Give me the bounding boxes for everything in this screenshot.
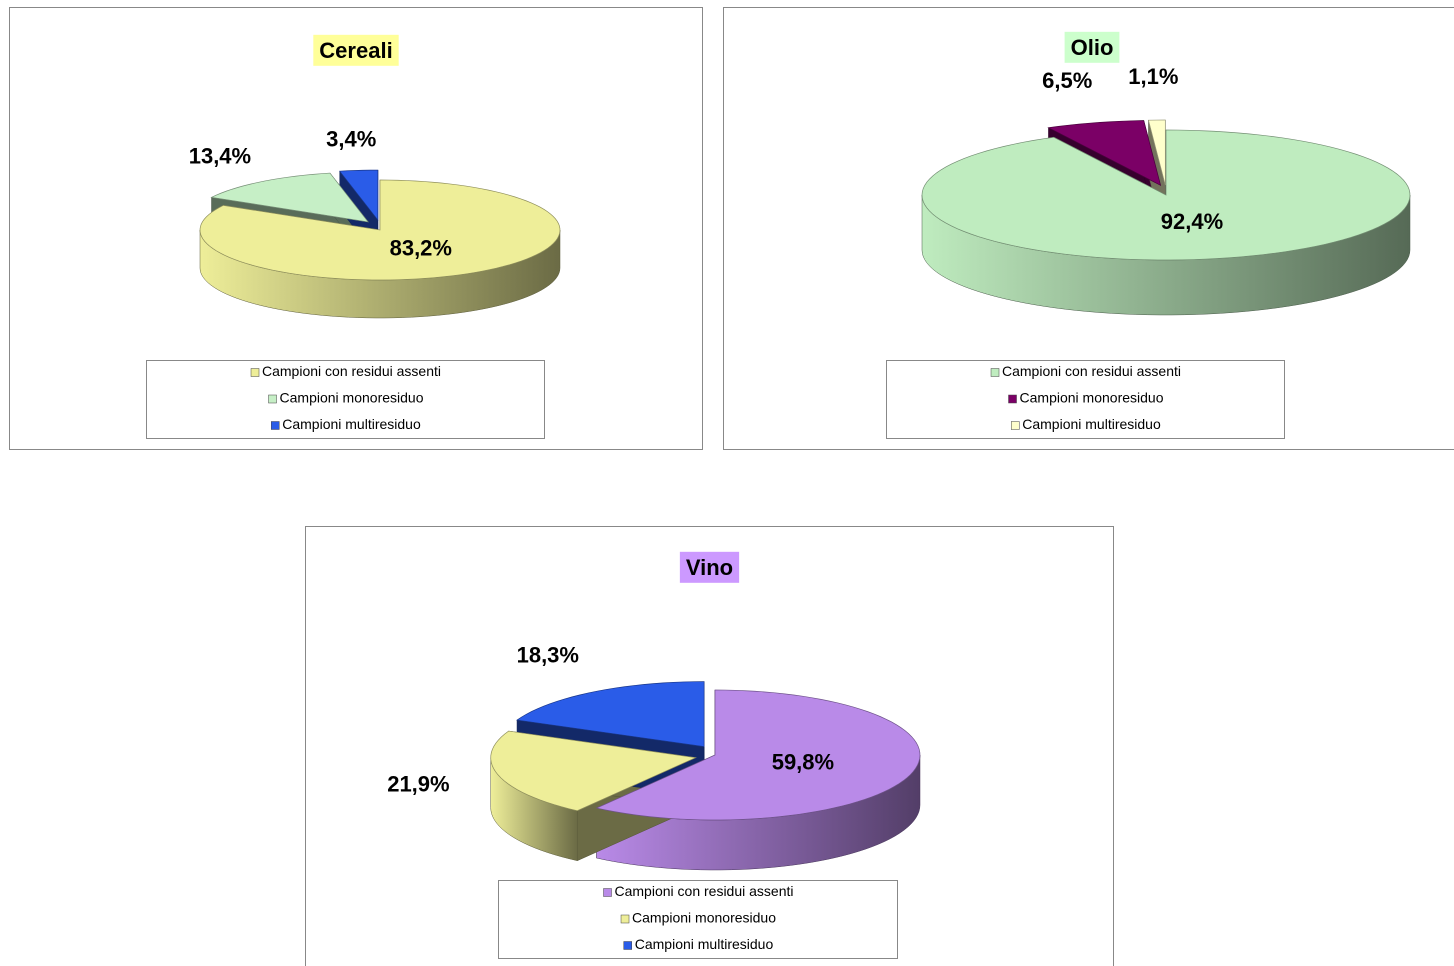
title-background	[1064, 31, 1120, 63]
legend-frame	[886, 360, 1285, 439]
chart-title: Vino	[686, 555, 733, 580]
title-background	[679, 551, 740, 583]
legend-label: Campioni con residui assenti	[615, 883, 794, 899]
data-label: 6,5%	[1042, 68, 1092, 93]
legend-label: Campioni monoresiduo	[280, 390, 424, 406]
slice	[210, 172, 369, 223]
slice	[490, 730, 697, 812]
slice	[516, 681, 705, 748]
slice	[1047, 120, 1162, 187]
data-label: 92,4%	[1161, 209, 1223, 234]
legend-label: Campioni monoresiduo	[1020, 390, 1164, 406]
pie-chart: 83,2% 13,4% 3,4% Cereali Campioni con residu…	[9, 7, 703, 450]
data-label: 21,9%	[387, 772, 449, 797]
legend-swatch	[1010, 421, 1020, 430]
legend-swatch	[623, 941, 632, 950]
legend-label: Campioni multiresiduo	[282, 416, 421, 432]
legend-label: Campioni multiresiduo	[635, 936, 774, 952]
data-label: 59,8%	[772, 750, 834, 775]
legend-swatch	[250, 368, 260, 377]
data-label: 18,3%	[517, 643, 579, 668]
slice	[1148, 119, 1166, 186]
legend-label: Campioni monoresiduo	[632, 910, 776, 926]
data-label: 3,4%	[326, 126, 376, 151]
legend-swatch	[270, 421, 280, 430]
slice	[921, 129, 1411, 261]
legend-label: Campioni con residui assenti	[1002, 363, 1181, 379]
slice	[595, 689, 921, 821]
data-label: 83,2%	[390, 235, 452, 260]
legend-swatch	[990, 368, 1000, 377]
slice	[339, 169, 379, 222]
slice	[199, 179, 561, 281]
pie-chart: 92,4% 6,5% 1,1% Olio Campioni con residui as…	[723, 7, 1454, 450]
data-label: 13,4%	[189, 143, 251, 168]
legend-label: Campioni multiresiduo	[1022, 416, 1161, 432]
legend-swatch	[1008, 394, 1017, 404]
legend-swatch	[603, 888, 612, 897]
pie-chart: 59,8% 21,9% 18,3% Vino Campioni con residui …	[305, 526, 1114, 966]
legend-frame	[146, 360, 545, 439]
legend-frame	[498, 880, 898, 959]
data-label: 1,1%	[1128, 64, 1178, 89]
title-background	[313, 34, 399, 66]
chart-title: Cereali	[319, 38, 392, 63]
legend-swatch	[620, 914, 630, 924]
legend-label: Campioni con residui assenti	[262, 363, 441, 379]
legend-swatch	[268, 394, 277, 404]
chart-title: Olio	[1071, 35, 1114, 60]
